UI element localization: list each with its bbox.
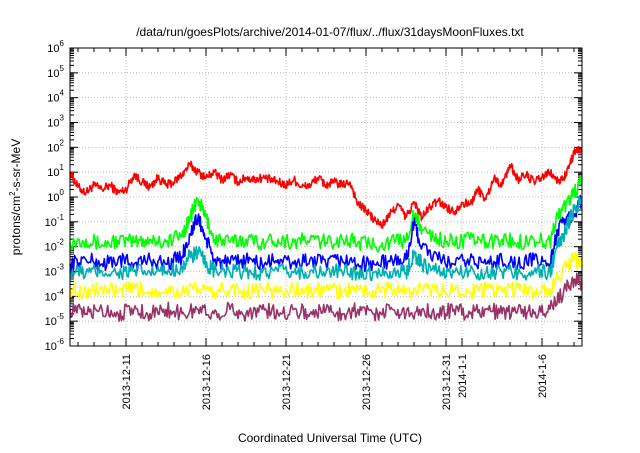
y-tick-label-base: 10 (45, 242, 57, 254)
y-axis-label: protons/cm2-s-sr-MeV (8, 139, 23, 255)
x-tick-label: 2013-12-11 (121, 354, 133, 409)
series-layer (69, 145, 583, 322)
y-tick-label-exp: -3 (57, 263, 65, 272)
x-tick-label: 2013-12-26 (361, 354, 373, 410)
y-tick-label-base: 10 (47, 167, 59, 179)
y-tick-label: 10-1 (45, 213, 65, 229)
y-tick-label-base: 10 (47, 68, 59, 80)
y-tick-label-exp: 1 (60, 163, 65, 172)
y-tick-label-base: 10 (45, 341, 57, 353)
tick-layer: 10-610-510-410-310-210-11001011021031041… (45, 39, 582, 410)
y-tick-label: 103 (47, 114, 64, 130)
y-tick-label: 10-4 (45, 287, 65, 303)
y-tick-label-exp: -6 (57, 337, 65, 346)
y-tick-label-base: 10 (47, 93, 59, 105)
y-tick-label-base: 10 (45, 291, 57, 303)
y-tick-label-exp: 4 (60, 89, 65, 98)
series-line (69, 252, 583, 300)
y-tick-label-base: 10 (47, 142, 59, 154)
y-tick-label: 105 (47, 64, 64, 80)
x-tick-label: 2013-12-16 (201, 354, 213, 410)
y-tick-label-exp: 0 (60, 188, 65, 197)
y-tick-label-base: 10 (45, 217, 57, 229)
series-line (69, 175, 583, 253)
y-tick-label: 102 (47, 138, 64, 154)
series-line (69, 145, 583, 229)
y-tick-label-exp: -2 (57, 238, 65, 247)
y-tick-label-exp: 3 (60, 114, 65, 123)
y-tick-label-exp: -5 (57, 312, 65, 321)
y-axis-label-main: protons/cm (9, 196, 23, 255)
y-axis-label-rest: -s-sr-MeV (9, 139, 23, 192)
y-tick-label: 10-2 (45, 238, 65, 254)
y-tick-label: 104 (47, 89, 64, 105)
y-tick-label: 10-6 (45, 337, 65, 353)
plot-frame (69, 47, 583, 347)
y-tick-label: 106 (47, 39, 64, 55)
y-tick-label: 10-3 (45, 263, 65, 279)
y-axis-label-sup: 2 (8, 191, 17, 196)
y-tick-label-exp: 5 (60, 64, 65, 73)
y-tick-label-exp: -4 (57, 287, 65, 296)
series-line (69, 195, 583, 282)
x-tick-label: 2014-1-1 (457, 354, 469, 398)
y-tick-label-base: 10 (45, 267, 57, 279)
x-tick-label: 2013-12-21 (281, 354, 293, 410)
grid-layer (70, 48, 582, 346)
x-tick-label: 2013-12-31 (441, 354, 453, 410)
y-tick-label: 101 (47, 163, 64, 179)
y-tick-label: 100 (47, 188, 64, 204)
y-tick-label-base: 10 (47, 192, 59, 204)
y-tick-label-base: 10 (47, 43, 59, 55)
x-tick-label: 2014-1-6 (537, 354, 549, 398)
y-tick-label-base: 10 (47, 118, 59, 130)
chart-title: /data/run/goesPlots/archive/2014-01-07/f… (136, 25, 524, 39)
y-tick-label-exp: 6 (60, 39, 65, 48)
y-tick-label: 10-5 (45, 312, 65, 328)
y-tick-label-exp: 2 (60, 138, 65, 147)
y-tick-label-base: 10 (45, 316, 57, 328)
x-axis-label: Coordinated Universal Time (UTC) (238, 431, 422, 445)
series-line (69, 272, 583, 322)
y-tick-label-exp: -1 (57, 213, 65, 222)
